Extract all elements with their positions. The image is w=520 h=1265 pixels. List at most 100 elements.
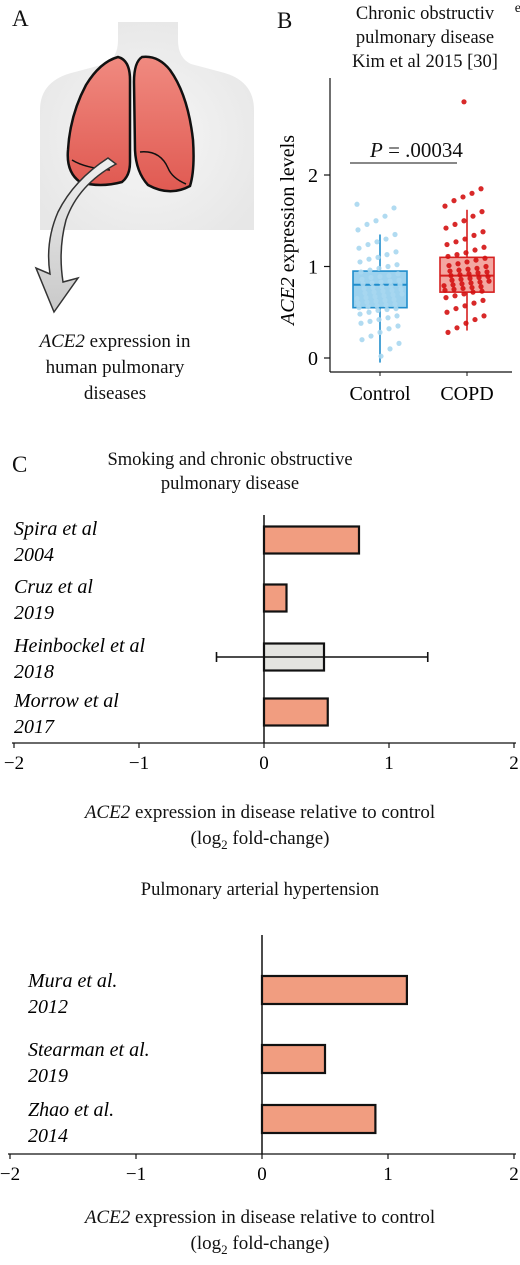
data-point-copd [447,268,453,274]
data-point-control [371,289,377,295]
x-tick-label: 1 [383,1164,393,1185]
panel-d-xlabel: ACE2 expression in disease relative to c… [0,1205,520,1263]
data-point-copd [448,273,454,279]
data-point-control [361,285,367,292]
panel-b-title-line1: Chronic obstructiv [355,4,495,24]
data-point-control [365,241,371,248]
curved-arrow-icon [34,157,118,314]
data-point-control [354,295,360,302]
panel-b-title: Chronic obstructiv e pulmonary disease K… [330,2,520,74]
data-point-control [357,311,363,317]
x-tick-label: −2 [0,1164,20,1185]
data-point-control [383,236,389,242]
data-point-copd [443,225,449,231]
data-point-copd [444,241,450,248]
bar [262,583,288,613]
data-point-copd [442,287,448,293]
study-year: 2014 [28,1125,68,1147]
panel-b-title-clipped-glyph: e [514,2,520,16]
panel-d-xlabel-fold: fold-change) [227,1233,330,1254]
data-point-control [397,282,403,288]
x-tick-label: 1 [384,753,394,774]
data-point-copd [467,275,473,281]
panel-d-xlabel-gene: ACE2 [84,1207,131,1228]
p-value-label: P [370,138,383,162]
data-point-control [354,201,360,207]
data-point-control [377,273,383,280]
data-point-copd [470,289,476,295]
data-point-control [381,293,387,299]
data-point-copd [485,273,491,280]
study-label: Heinbockel et al [13,635,145,657]
data-point-copd [472,247,478,253]
data-point-copd [453,305,459,312]
data-point-control [385,315,391,321]
data-point-control [392,231,398,238]
data-point-control [385,263,391,270]
panel-b-title-line3: Kim et al 2015 [30] [352,52,498,72]
study-year: 2017 [14,716,55,738]
data-point-control [362,290,368,296]
data-point-control [393,305,399,312]
panel-a-caption-gene: ACE2 [39,331,85,352]
data-point-copd [484,269,490,275]
data-point-control [387,346,393,352]
data-point-copd [446,262,452,269]
panel-c-label: C [12,452,28,477]
data-point-control [396,340,402,346]
data-point-control [356,305,362,311]
data-point-copd [463,250,469,256]
data-point-control [396,277,402,283]
right-lung [132,55,195,193]
data-point-copd [471,232,477,238]
data-point-control [358,320,364,326]
data-point-control [369,280,375,286]
panel-b-label: B [277,8,293,33]
data-point-control [360,281,366,287]
y-tick-label: 2 [308,165,318,187]
data-point-copd [475,270,481,276]
data-point-copd [481,313,487,319]
data-point-control [395,323,401,329]
x-tick-label: −2 [4,753,24,774]
data-point-control [375,254,381,260]
data-point-control [378,353,384,359]
data-point-copd [469,190,475,196]
data-point-control [373,298,379,304]
data-point-control [366,309,372,315]
bar [262,697,329,727]
data-point-copd [444,309,450,315]
data-point-copd [477,279,483,285]
data-point-control [358,269,364,275]
y-tick-label: 0 [308,348,318,370]
panel-c-xlabel-log: (log [190,828,222,849]
data-point-control [376,265,382,271]
study-label: Zhao et al. [28,1099,114,1121]
data-point-control [374,303,380,309]
data-point-copd [451,286,457,292]
data-point-copd [468,280,474,286]
data-point-copd [465,266,471,272]
panel-d-xlabel-sub: 2 [221,1241,228,1257]
data-point-control [357,259,363,265]
data-point-control [372,294,378,300]
x-tick-label: −1 [129,753,149,774]
data-point-control [359,337,365,343]
data-point-copd [481,244,487,250]
data-point-copd [452,293,458,299]
study-label: Morrow et al [13,690,119,712]
study-label: Cruz et al [14,576,93,598]
data-point-copd [460,285,466,292]
x-tick-label: 0 [257,1164,267,1185]
pah-barchart: −2 −1 0 1 2 Mura et al. 2012 Stearman et al. 201… [0,935,519,1185]
data-point-control [392,301,398,307]
data-point-control [377,329,383,335]
y-axis-title: ACE2 expression levels [277,135,299,327]
data-point-control [355,227,361,233]
data-point-control [391,296,397,303]
x-tick-label: −1 [126,1164,146,1185]
data-point-copd [449,277,455,283]
panel-a-caption-line3: diseases [83,383,147,404]
panel-c-xlabel-fold: fold-change) [227,828,330,849]
data-point-copd [460,194,466,200]
